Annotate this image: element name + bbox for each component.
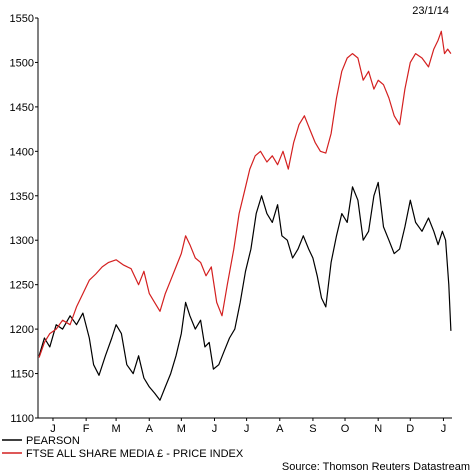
y-tick-label: 1350 — [10, 191, 34, 203]
legend-label-pearson: PEARSON — [26, 435, 80, 447]
y-tick-label: 1200 — [10, 324, 34, 336]
y-axis-ticks: 1100 1150 1200 1250 1300 1350 1400 1450 1500 1550 — [10, 13, 38, 425]
source-label: Source: Thomson Reuters Datastream — [282, 461, 470, 473]
x-tick-label: J — [212, 423, 218, 435]
x-tick-label: S — [309, 423, 316, 435]
y-tick-label: 1100 — [10, 413, 34, 425]
y-tick-label: 1450 — [10, 102, 34, 114]
y-tick-label: 1500 — [10, 57, 34, 69]
series-line-ftse-media — [38, 30, 452, 358]
y-tick-label: 1550 — [10, 13, 34, 25]
series-layer — [38, 30, 452, 401]
y-tick-label: 1250 — [10, 280, 34, 292]
x-tick-label: J — [441, 423, 447, 435]
y-tick-label: 1150 — [10, 369, 34, 381]
x-tick-label: O — [341, 423, 350, 435]
y-tick-label: 1300 — [10, 235, 34, 247]
x-tick-label: J — [244, 423, 250, 435]
x-tick-label: A — [146, 423, 154, 435]
chart-date-label: 23/1/14 — [412, 5, 449, 17]
legend: PEARSON FTSE ALL SHARE MEDIA £ - PRICE I… — [2, 435, 244, 460]
legend-label-ftse-media: FTSE ALL SHARE MEDIA £ - PRICE INDEX — [26, 448, 244, 460]
x-tick-label: M — [112, 423, 121, 435]
y-tick-label: 1400 — [10, 146, 34, 158]
series-line-pearson — [38, 181, 452, 401]
x-tick-label: J — [50, 423, 56, 435]
x-tick-label: A — [276, 423, 284, 435]
x-tick-label: M — [177, 423, 186, 435]
x-tick-label: D — [406, 423, 414, 435]
x-tick-label: F — [83, 423, 90, 435]
x-tick-label: N — [374, 423, 382, 435]
